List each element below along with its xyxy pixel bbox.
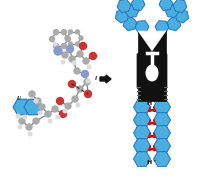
FancyArrowPatch shape xyxy=(149,133,155,137)
Circle shape xyxy=(65,103,71,109)
Circle shape xyxy=(72,96,78,102)
Circle shape xyxy=(16,114,20,118)
Polygon shape xyxy=(13,99,31,115)
Circle shape xyxy=(23,115,27,119)
FancyArrowPatch shape xyxy=(149,107,155,111)
Circle shape xyxy=(77,51,83,57)
Circle shape xyxy=(45,111,51,117)
Circle shape xyxy=(74,68,80,74)
FancyArrowPatch shape xyxy=(148,133,155,137)
Polygon shape xyxy=(153,152,170,166)
Circle shape xyxy=(54,47,62,55)
Circle shape xyxy=(69,30,72,34)
Circle shape xyxy=(62,52,68,58)
Circle shape xyxy=(69,81,75,88)
FancyBboxPatch shape xyxy=(137,53,167,89)
FancyArrowPatch shape xyxy=(149,120,155,124)
Polygon shape xyxy=(173,0,187,13)
Polygon shape xyxy=(131,0,145,10)
Polygon shape xyxy=(115,9,129,23)
Circle shape xyxy=(56,115,60,119)
Circle shape xyxy=(38,111,42,115)
Circle shape xyxy=(56,98,64,105)
Polygon shape xyxy=(153,126,170,140)
FancyArrowPatch shape xyxy=(148,107,155,111)
Circle shape xyxy=(69,56,75,62)
Circle shape xyxy=(18,125,22,129)
Circle shape xyxy=(66,36,70,42)
Circle shape xyxy=(79,36,83,40)
Polygon shape xyxy=(153,113,170,127)
Polygon shape xyxy=(159,0,173,10)
Circle shape xyxy=(33,118,39,124)
Circle shape xyxy=(26,124,32,130)
Circle shape xyxy=(72,61,76,65)
Circle shape xyxy=(75,30,80,34)
Text: III: III xyxy=(17,95,21,101)
Circle shape xyxy=(53,43,58,48)
Polygon shape xyxy=(125,5,139,17)
Circle shape xyxy=(67,46,73,53)
Circle shape xyxy=(62,43,67,48)
Circle shape xyxy=(65,36,69,40)
Circle shape xyxy=(75,42,80,46)
Polygon shape xyxy=(117,0,131,13)
FancyArrowPatch shape xyxy=(148,146,155,150)
Circle shape xyxy=(19,118,25,124)
Polygon shape xyxy=(135,21,149,33)
Circle shape xyxy=(29,91,35,97)
Polygon shape xyxy=(123,17,137,31)
Ellipse shape xyxy=(146,64,159,81)
Polygon shape xyxy=(133,126,150,140)
Polygon shape xyxy=(155,21,169,33)
Circle shape xyxy=(28,132,32,136)
Circle shape xyxy=(60,111,67,118)
Polygon shape xyxy=(24,99,42,115)
Polygon shape xyxy=(165,5,179,17)
Polygon shape xyxy=(138,31,166,101)
Circle shape xyxy=(82,70,89,77)
FancyArrow shape xyxy=(100,75,111,83)
Circle shape xyxy=(50,36,54,42)
Circle shape xyxy=(77,86,83,92)
Circle shape xyxy=(85,91,91,98)
Circle shape xyxy=(53,29,58,35)
Circle shape xyxy=(63,109,67,113)
Polygon shape xyxy=(133,113,150,127)
Circle shape xyxy=(86,79,90,83)
Circle shape xyxy=(84,79,90,85)
Circle shape xyxy=(53,42,57,46)
Circle shape xyxy=(89,53,96,60)
Polygon shape xyxy=(133,152,150,166)
Circle shape xyxy=(87,65,91,69)
Circle shape xyxy=(76,103,80,107)
Circle shape xyxy=(39,104,45,110)
Polygon shape xyxy=(167,17,181,31)
Circle shape xyxy=(62,29,67,35)
Circle shape xyxy=(80,43,87,50)
Circle shape xyxy=(48,119,52,123)
Text: II: II xyxy=(94,77,98,81)
Circle shape xyxy=(34,99,38,103)
Polygon shape xyxy=(153,139,170,153)
Text: H$^+$: H$^+$ xyxy=(146,159,158,167)
Circle shape xyxy=(52,106,58,112)
FancyArrowPatch shape xyxy=(149,146,155,150)
Circle shape xyxy=(35,98,41,104)
Polygon shape xyxy=(153,100,170,114)
Circle shape xyxy=(69,42,72,46)
Polygon shape xyxy=(175,9,188,23)
Polygon shape xyxy=(138,31,166,51)
FancyArrowPatch shape xyxy=(148,120,155,124)
Polygon shape xyxy=(133,139,150,153)
Polygon shape xyxy=(133,100,150,114)
Circle shape xyxy=(61,60,65,64)
Text: H$^+$: H$^+$ xyxy=(146,100,158,108)
Circle shape xyxy=(83,58,89,64)
